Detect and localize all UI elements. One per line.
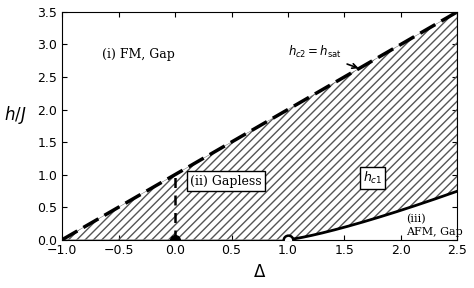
Y-axis label: $h/J$: $h/J$: [4, 104, 26, 126]
Text: (ii) Gapless: (ii) Gapless: [190, 175, 262, 187]
Polygon shape: [62, 12, 457, 240]
Text: (i) FM, Gap: (i) FM, Gap: [102, 48, 174, 61]
Text: (iii)
AFM, Gap: (iii) AFM, Gap: [406, 214, 463, 237]
X-axis label: $\Delta$: $\Delta$: [253, 263, 266, 281]
Text: $h_{c1}$: $h_{c1}$: [363, 170, 382, 186]
Text: $h_{c2} = h_{\mathrm{sat}}$: $h_{c2} = h_{\mathrm{sat}}$: [288, 44, 357, 68]
